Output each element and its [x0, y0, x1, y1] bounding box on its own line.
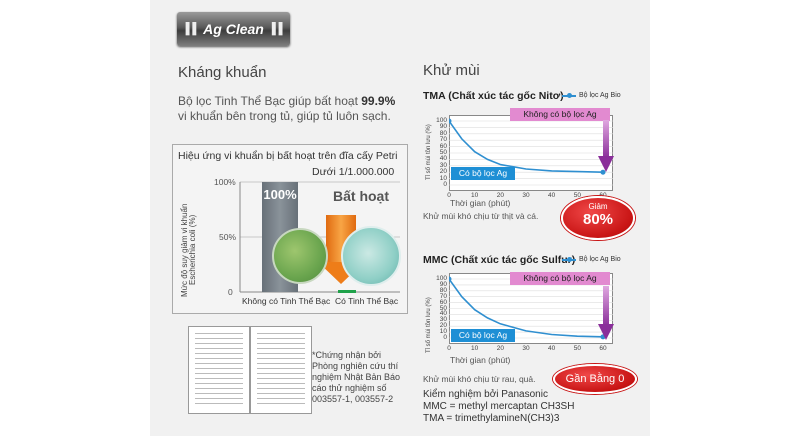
tma-x-tick: 50 [573, 192, 581, 199]
tma-y-tick: 70 [439, 136, 447, 144]
badge-reduce-value: 80% [582, 211, 614, 228]
tma-caption: Khử mùi khó chịu từ thịt và cá. [423, 211, 539, 221]
mmc-y-tick: 20 [439, 322, 447, 330]
mmc-y-tick: 40 [439, 310, 447, 318]
bar-with-silver [338, 290, 356, 293]
footnote-line-3: TMA = trimethylamineN(CH3)3 [423, 413, 560, 424]
mmc-x-tick: 40 [548, 345, 556, 352]
tma-down-arrow-icon [598, 120, 614, 172]
mmc-data-point [449, 276, 452, 282]
mmc-y-tick: 80 [439, 286, 447, 294]
desc-pre: Bộ lọc Tinh Thể Bạc giúp bất hoạt [178, 94, 362, 108]
tma-data-point [449, 118, 452, 124]
tma-x-tick: 30 [522, 192, 530, 199]
tma-y-tick: 90 [439, 123, 447, 131]
tma-x-tick: 0 [447, 192, 451, 199]
tma-y-tick: 100 [436, 117, 447, 124]
tma-y-tick: 10 [439, 174, 447, 182]
mmc-down-arrow-icon [598, 286, 614, 340]
reduce-80-badge: Giảm 80% [561, 196, 635, 240]
legend-label: Bộ lọc Ag Bio [579, 256, 621, 263]
mmc-x-tick: 0 [447, 345, 451, 352]
logo-bars-icon: ▐▐ [267, 23, 283, 35]
mmc-y-tick: 0 [443, 334, 447, 341]
mmc-y-tick: 60 [439, 298, 447, 306]
logo-bars-icon: ▌▌ [185, 23, 201, 35]
tma-chart-title: TMA (Chất xúc tác gốc Nitơ) [423, 90, 564, 102]
test-footnote: Kiểm nghiệm bởi Panasonic MMC = methyl m… [423, 389, 574, 425]
petri-dish-clean [341, 226, 401, 286]
mmc-legend: Bộ lọc Ag Bio [562, 256, 621, 263]
mmc-x-tick: 10 [471, 345, 479, 352]
mmc-y-tick: 100 [436, 275, 447, 282]
tma-y-tick: 50 [439, 149, 447, 156]
mmc-y-label: Tỉ số mùi tồn lưu (%) [426, 297, 432, 353]
mmc-x-tick: 60 [599, 345, 607, 352]
tma-y-tick: 80 [439, 129, 447, 137]
mmc-series-line [449, 278, 604, 338]
legend-label: Bộ lọc Ag Bio [579, 92, 621, 99]
antibacterial-description: Bộ lọc Tinh Thể Bạc giúp bất hoạt 99.9% … [178, 94, 408, 124]
tma-y-label: Tỉ số mùi tồn lưu (%) [426, 124, 432, 180]
deactivated-label: Bất hoạt [333, 188, 389, 204]
footnote-line-2: MMC = methyl mercaptan CH3SH [423, 401, 575, 412]
mmc-y-tick: 70 [439, 292, 447, 300]
mmc-y-tick: 50 [439, 304, 447, 312]
near-zero-badge: Gần Bằng 0 [553, 364, 637, 394]
legend-swatch [562, 256, 576, 262]
antibacterial-heading: Kháng khuẩn [178, 64, 267, 81]
y-tick-0: 0 [228, 287, 233, 297]
tma-x-tick: 60 [597, 192, 609, 199]
tma-y-tick: 0 [443, 181, 447, 188]
certificate-document-1 [188, 326, 250, 414]
deodorize-heading: Khử mùi [423, 62, 480, 79]
mmc-with-filter-label: Có bộ lọc Ag [451, 329, 515, 342]
mmc-y-tick: 30 [439, 316, 447, 324]
tma-x-tick: 10 [471, 192, 479, 199]
tma-x-label: Thời gian (phút) [450, 198, 511, 208]
badge-reduce-label: Giảm [588, 202, 608, 211]
bacteria-y-axis-title: Mức độ suy giảm vi khuẩn Escherichia col… [180, 203, 197, 297]
bacteria-chart-subtitle: Hiệu ứng vi khuẩn bị bất hoạt trên đĩa c… [178, 150, 398, 162]
y-tick-50: 50% [219, 232, 237, 242]
tma-y-tick: 30 [439, 161, 447, 169]
tma-with-filter-label: Có bộ lọc Ag [451, 167, 515, 180]
petri-dish-bacteria [272, 228, 328, 284]
tma-x-tick: 40 [548, 192, 556, 199]
logo-text: Ag Clean [203, 21, 264, 37]
tma-series-line [449, 120, 604, 173]
mmc-y-tick: 90 [439, 280, 447, 288]
certificate-document-2 [250, 326, 312, 414]
desc-post: vi khuẩn bên trong tủ, giúp tủ luôn sạch… [178, 109, 391, 123]
footnote-line-1: Kiểm nghiệm bởi Panasonic [423, 389, 548, 400]
tma-legend: Bộ lọc Ag Bio [562, 92, 621, 99]
x-label-no-silver: Không có Tinh Thể Bạc [242, 296, 331, 306]
mmc-no-filter-label: Không có bộ lọc Ag [510, 272, 610, 285]
desc-percent: 99.9% [361, 94, 396, 108]
tma-no-filter-label: Không có bộ lọc Ag [510, 108, 610, 121]
mmc-caption: Khử mùi khó chịu từ rau, quả. [423, 374, 536, 384]
mmc-chart-title: MMC (Chất xúc tác gốc Sulfur) [423, 254, 576, 266]
mmc-x-tick: 30 [522, 345, 530, 352]
mmc-x-tick: 50 [573, 345, 581, 352]
tma-y-tick: 60 [439, 142, 447, 150]
tma-data-point [600, 169, 606, 175]
tma-x-tick: 20 [496, 192, 504, 199]
y-tick-100: 100% [214, 177, 236, 187]
mmc-x-tick: 20 [496, 345, 504, 352]
x-label-with-silver: Có Tinh Thể Bạc [335, 296, 399, 306]
mmc-y-tick: 10 [439, 328, 447, 336]
bar-no-silver-label: 100% [263, 187, 297, 202]
mmc-x-label: Thời gian (phút) [450, 355, 511, 365]
tma-y-tick: 20 [439, 168, 447, 176]
bacteria-chart-note: Dưới 1/1.000.000 [312, 166, 395, 178]
certificate-note: *Chứng nhận bởi Phòng nghiên cứu thí ngh… [312, 350, 401, 404]
ag-clean-logo: ▌▌ Ag Clean ▐▐ [177, 12, 290, 46]
legend-swatch [562, 92, 576, 98]
tma-y-tick: 40 [439, 155, 447, 163]
